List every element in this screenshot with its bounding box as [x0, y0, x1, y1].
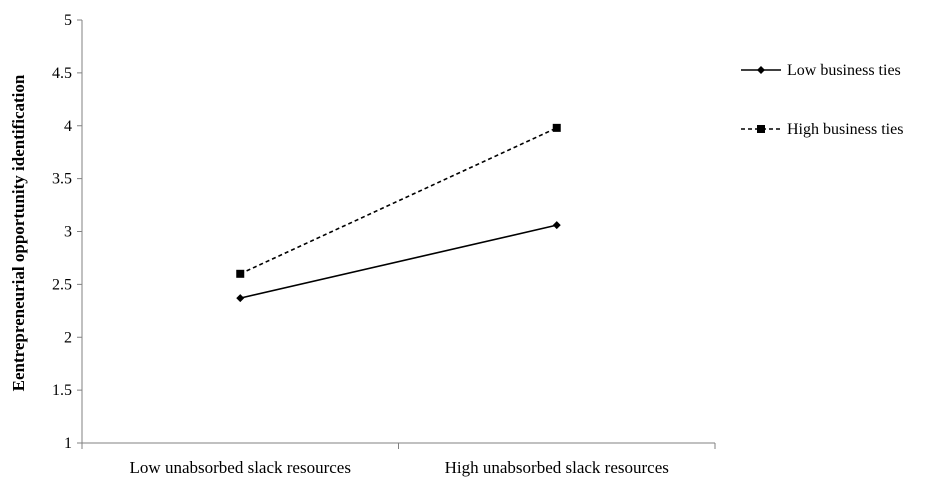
y-tick-label: 4.5 [52, 65, 72, 82]
data-point-marker [236, 294, 245, 303]
y-tick-label: 1 [64, 435, 72, 452]
x-category-labels: Low unabsorbed slack resources High unabs… [130, 458, 669, 477]
x-category-label: High unabsorbed slack resources [445, 458, 669, 477]
y-tick-labels: 1 1.5 2 2.5 3 3.5 4 4.5 5 [52, 12, 72, 452]
y-tick-label: 3 [64, 224, 72, 241]
data-point-marker [236, 269, 245, 278]
axes [77, 19, 716, 449]
series [236, 123, 561, 303]
legend-item: High business ties [741, 121, 903, 138]
y-tick-label: 5 [64, 12, 72, 29]
series-high-business-ties [236, 123, 561, 278]
y-tick-label: 2.5 [52, 276, 72, 293]
y-tick-label: 2 [64, 329, 72, 346]
y-tick-label: 1.5 [52, 382, 72, 399]
y-tick-label: 4 [64, 118, 72, 135]
legend: Low business ties High business ties [741, 62, 903, 138]
legend-marker [757, 125, 765, 133]
series-line [240, 224, 557, 299]
x-category-label: Low unabsorbed slack resources [130, 458, 351, 477]
y-axis-title: Eentrepreneurial opportunity identificat… [9, 74, 28, 391]
legend-marker [757, 66, 765, 74]
legend-item: Low business ties [741, 62, 901, 79]
data-point-marker [552, 123, 561, 132]
y-tick-label: 3.5 [52, 171, 72, 188]
legend-label: High business ties [787, 121, 903, 138]
legend-label: Low business ties [787, 62, 901, 79]
series-low-business-ties [236, 221, 561, 303]
series-line [239, 127, 558, 275]
data-point-marker [552, 221, 561, 230]
